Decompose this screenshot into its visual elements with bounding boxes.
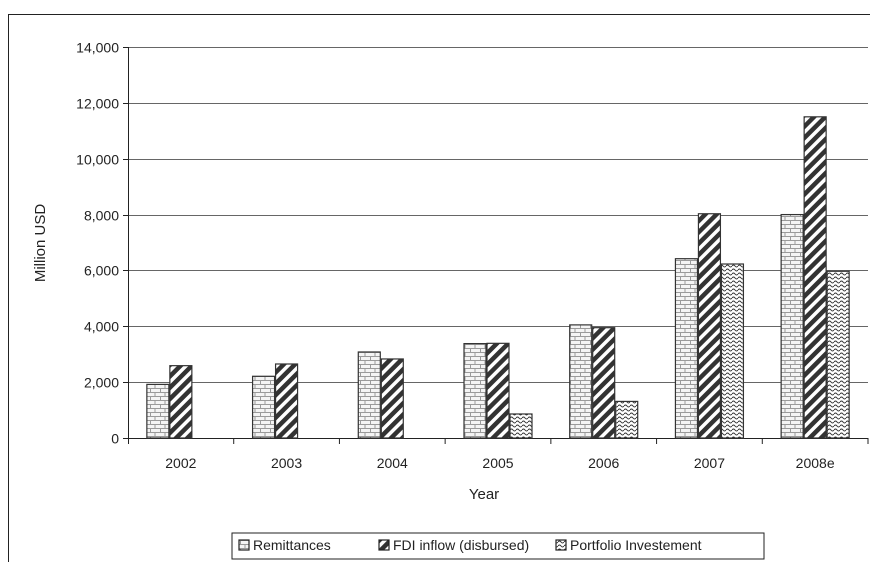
x-tick-labels: 2002 2003 2004 2005 2006 2007 2008e [165, 438, 869, 471]
legend-swatch-portfolio [555, 539, 567, 551]
bar-remittances-2007 [674, 258, 699, 439]
bar-portfolio-2008e [826, 270, 850, 439]
legend-swatch-fdi [378, 539, 390, 551]
y-tick-label: 6,000 [84, 263, 119, 279]
bar-fdi-2002 [169, 365, 193, 439]
bar-fdi-2003 [274, 363, 299, 439]
bar-fdi-2004 [380, 358, 404, 439]
legend-box [231, 532, 765, 560]
bar-remittances-2006 [569, 324, 593, 439]
y-tick-label: 0 [111, 431, 119, 447]
y-tick-label: 2,000 [84, 375, 119, 391]
y-tick-label: 12,000 [76, 96, 119, 112]
bar-fdi-2008e [803, 116, 827, 439]
chart-frame [8, 14, 870, 562]
x-tick-label: 2002 [165, 455, 196, 471]
legend-label-fdi: FDI inflow (disbursed) [393, 537, 529, 553]
bar-remittances-2004 [357, 351, 381, 439]
bar-remittances-2005 [463, 343, 487, 439]
y-tick-label: 4,000 [84, 319, 119, 335]
y-axis-label: Million USD [32, 204, 49, 283]
x-axis-label: Year [469, 486, 499, 503]
x-tick-label: 2005 [482, 455, 513, 471]
legend-label-portfolio: Portfolio Investement [570, 537, 702, 553]
bar-remittances-2008e [780, 213, 804, 439]
x-tick-label: 2007 [694, 455, 725, 471]
y-tick-label: 14,000 [76, 40, 119, 56]
y-tick-label: 10,000 [76, 152, 119, 168]
bar-fdi-2006 [592, 327, 616, 439]
legend-swatch-remittances [238, 539, 250, 551]
y-tick-labels: 0 2,000 4,000 6,000 8,000 10,000 12,000 14,000 [76, 40, 119, 447]
legend-label-remittances: Remittances [253, 537, 331, 553]
bar-portfolio-2005 [509, 413, 533, 439]
bar-fdi-2007 [697, 213, 722, 439]
legend: Remittances FDI inflow (disbursed) Portf… [231, 532, 765, 560]
x-tick-label: 2008e [796, 455, 835, 471]
x-tick-label: 2006 [588, 455, 619, 471]
bar-portfolio-2006 [615, 400, 639, 439]
bars [146, 116, 850, 439]
bar-fdi-2005 [486, 342, 510, 439]
y-tick-label: 8,000 [84, 208, 119, 224]
x-tick-label: 2004 [377, 455, 408, 471]
bar-remittances-2003 [251, 375, 276, 439]
x-tick-label: 2003 [271, 455, 302, 471]
bar-portfolio-2007 [720, 263, 745, 439]
bar-remittances-2002 [146, 383, 170, 439]
